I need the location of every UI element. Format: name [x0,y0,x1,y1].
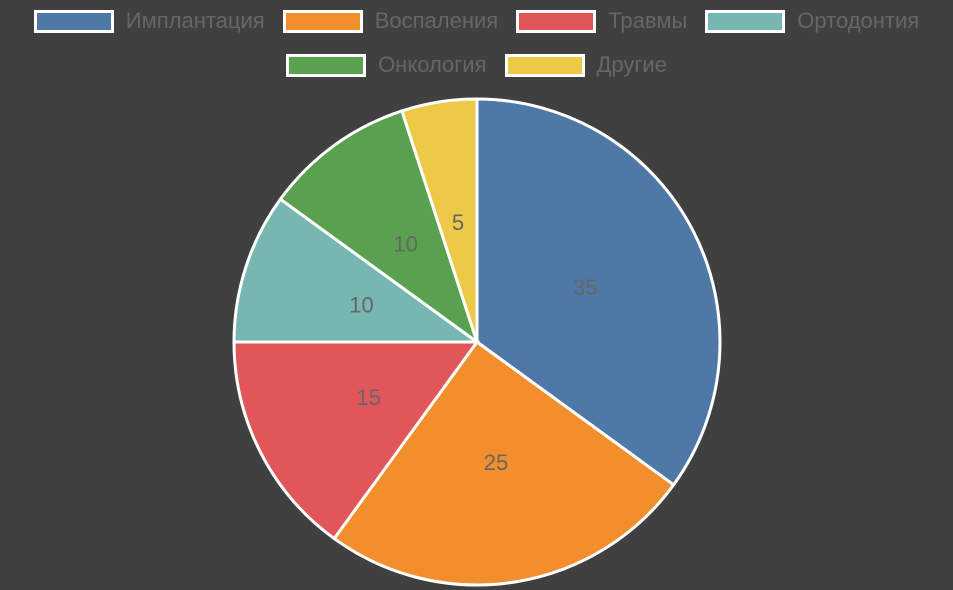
legend-label: Травмы [608,8,688,33]
legend-label: Другие [596,52,667,77]
legend-swatch [282,9,363,33]
legend-label: Воспаления [374,8,499,33]
legend-item[interactable]: Ортодонтия [705,8,919,34]
legend-swatch [705,9,786,33]
pie-slice-1[interactable] [475,97,722,487]
data-label: 25 [484,450,508,475]
pie-slice-2[interactable] [332,339,676,587]
legend-item[interactable]: Другие [504,52,667,78]
legend-swatch [33,9,114,33]
data-label: 5 [452,210,464,235]
legend-swatch [286,53,367,77]
legend-row-2: Онкология Другие [0,52,953,78]
legend-item[interactable]: Травмы [516,8,687,34]
data-label: 35 [573,275,597,300]
legend-label: Ортодонтия [797,8,920,33]
pie-slice-6[interactable] [400,97,479,343]
legend-label: Онкология [378,52,487,77]
legend-label: Имплантация [125,8,265,33]
legend-row-1: Имплантация Воспаления Травмы Ортодонтия [0,8,953,34]
legend-item[interactable]: Воспаления [282,8,499,34]
legend-swatch [504,53,585,77]
pie-slice-5[interactable] [278,109,480,346]
pie-slice-3[interactable] [232,340,480,541]
legend-item[interactable]: Имплантация [33,8,265,34]
data-label: 10 [349,292,373,317]
legend-item[interactable]: Онкология [286,52,487,78]
legend-swatch [516,9,597,33]
data-label: 15 [357,385,381,410]
data-label: 10 [393,232,417,257]
pie-slice-4[interactable] [232,197,482,344]
